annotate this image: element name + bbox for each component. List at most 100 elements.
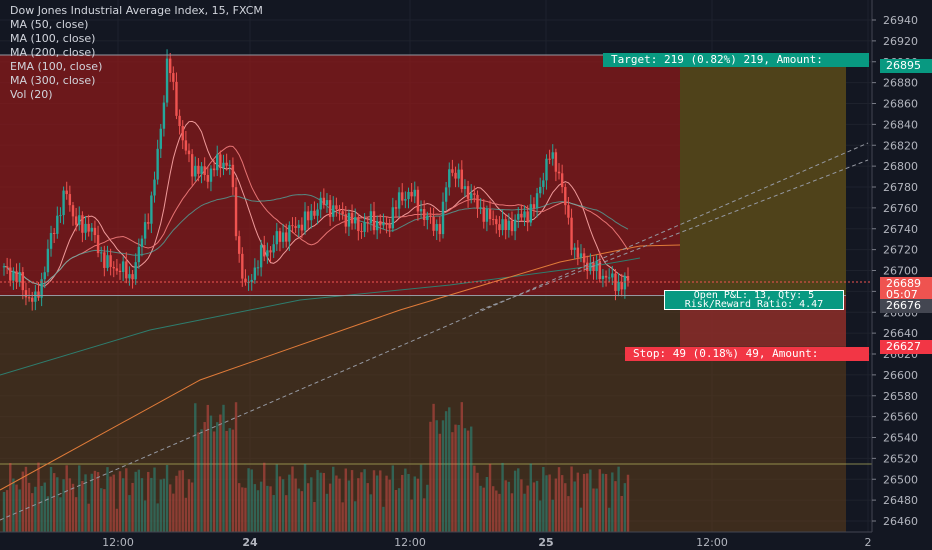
candle-body [611, 273, 614, 278]
volume-bar [413, 476, 416, 532]
candle-body [570, 217, 573, 250]
indicator-ma200[interactable]: MA (200, close) [10, 46, 96, 59]
candle-body [128, 274, 131, 279]
target-label[interactable]: Target: 219 (0.82%) 219, Amount: [603, 53, 869, 67]
symbol-title[interactable]: Dow Jones Industrial Average Index, 15, … [10, 4, 263, 17]
volume-bar [501, 462, 504, 532]
volume-bar [250, 469, 253, 532]
candle-body [404, 199, 407, 201]
volume-bar [106, 467, 109, 532]
candle-body [313, 210, 316, 216]
candle-body [510, 220, 514, 232]
volume-bar [416, 478, 420, 532]
volume-bar [228, 428, 231, 532]
candle-body [96, 235, 100, 254]
candle-body [554, 152, 558, 172]
volume-bar [457, 424, 460, 532]
candle-body [291, 225, 294, 227]
candle-body [24, 290, 28, 298]
candle-body [27, 297, 31, 299]
candle-body [206, 175, 210, 182]
candle-body [457, 169, 460, 179]
candle-body [454, 172, 457, 179]
volume-bar [564, 483, 567, 532]
candle-body [184, 140, 188, 151]
indicator-ma300[interactable]: MA (300, close) [10, 74, 96, 87]
time-axis-bg [0, 532, 932, 550]
volume-bar [620, 495, 623, 532]
candle-body [106, 255, 109, 268]
volume-bar [200, 429, 203, 532]
volume-bar [24, 466, 28, 532]
candle-body [112, 266, 115, 269]
volume-bar [216, 422, 219, 532]
volume-bar [65, 465, 68, 532]
volume-bar [438, 433, 442, 532]
candle-body [137, 246, 141, 263]
indicator-ema100[interactable]: EMA (100, close) [10, 60, 103, 73]
candle-body [275, 231, 279, 245]
candle-body [256, 267, 260, 269]
candle-body [391, 207, 395, 229]
time-axis[interactable]: 12:00 24 12:00 25 12:00 2 [0, 531, 932, 550]
volume-bar [397, 488, 401, 532]
volume-bar [582, 473, 586, 532]
candle-body [595, 260, 598, 272]
candle-body [143, 222, 147, 239]
volume-bar [18, 489, 21, 532]
volume-bar [369, 494, 373, 532]
candle-body [438, 224, 442, 235]
candle-body [272, 244, 275, 253]
pnl-box[interactable]: Open P&L: 13, Qty: 5 Risk/Reward Ratio: … [664, 290, 844, 310]
candle-body [18, 271, 21, 282]
volume-bar [81, 480, 84, 532]
stop-label[interactable]: Stop: 49 (0.18%) 49, Amount: [625, 347, 869, 361]
candle-body [209, 168, 213, 182]
candle-body [529, 204, 532, 223]
candle-body [385, 222, 388, 225]
candlesticks [2, 49, 630, 311]
volume-bar [495, 490, 498, 532]
candle-body [225, 162, 228, 166]
price-tick-label: 26500 [883, 473, 918, 486]
indicator-ma50[interactable]: MA (50, close) [10, 18, 89, 31]
volume-bar [476, 472, 479, 532]
indicator-ma100[interactable]: MA (100, close) [10, 32, 96, 45]
target-zone-projection [680, 55, 846, 296]
volume-bar [5, 490, 9, 532]
volume-bar [131, 482, 134, 532]
candle-body [513, 219, 517, 232]
volume-bar [234, 402, 238, 532]
volume-bar [115, 508, 119, 532]
candle-body [100, 252, 103, 254]
candle-body [444, 187, 448, 202]
candle-body [37, 291, 40, 298]
candle-body [523, 211, 526, 218]
volume-bar [498, 493, 501, 532]
volume-bar [335, 475, 338, 532]
volume-bar [482, 487, 485, 532]
candle-body [388, 224, 391, 229]
candle-body [310, 210, 313, 221]
volume-bar [253, 484, 257, 532]
price-axis[interactable]: 26460 26480 26500 26520 26540 26560 26580 26600… [871, 0, 932, 550]
candle-body [40, 279, 43, 298]
volume-bar [451, 432, 454, 532]
candle-body [347, 213, 351, 227]
volume-bar [209, 415, 213, 532]
volume-bar [40, 485, 43, 532]
candle-body [212, 168, 216, 171]
volume-bar [607, 507, 611, 532]
indicator-volume[interactable]: Vol (20) [10, 88, 53, 101]
candle-body [626, 275, 630, 281]
candle-body [2, 266, 6, 268]
volume-bar [272, 495, 275, 532]
candle-body [250, 279, 253, 282]
volume-bar [187, 479, 191, 532]
volume-bar [269, 486, 272, 532]
volume-bar [560, 475, 564, 532]
position-zones [0, 55, 872, 532]
candle-body [78, 215, 81, 225]
candle-body [87, 223, 90, 232]
volume-bar [366, 483, 369, 532]
